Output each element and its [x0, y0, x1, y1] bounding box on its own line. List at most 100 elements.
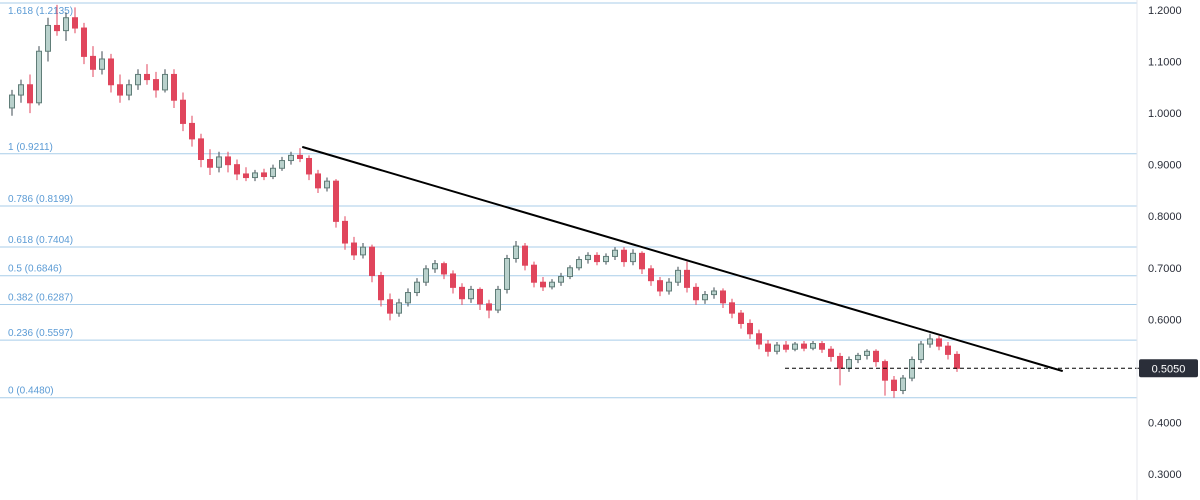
candle-body-up: [396, 302, 402, 314]
price-axis-tick-label: 1.0000: [1148, 108, 1182, 120]
candle-body-up: [855, 354, 861, 361]
candle-body-down: [72, 17, 78, 29]
candle-body-up: [576, 259, 582, 269]
candle-body-down: [936, 338, 942, 347]
candle-body-up: [99, 58, 105, 70]
candle-body-down: [225, 156, 231, 166]
current-price-badge-label: 0.5050: [1152, 363, 1186, 375]
fib-level-label: 0.786 (0.8199): [8, 194, 73, 205]
candle-body-down: [108, 58, 114, 86]
fib-level-label: 0.382 (0.6287): [8, 293, 73, 304]
price-axis-tick-label: 1.1000: [1148, 57, 1182, 69]
candle-body-up: [36, 50, 42, 104]
candle-body-down: [153, 79, 159, 91]
candle-body-down: [648, 268, 654, 282]
candle-body-down: [297, 154, 303, 159]
candle-body-down: [639, 252, 645, 270]
candle-body-up: [900, 377, 906, 391]
candle-body-up: [279, 160, 285, 169]
candle-body-down: [828, 348, 834, 357]
candle-body-down: [657, 280, 663, 292]
candle-body-down: [720, 290, 726, 304]
candle-body-down: [756, 333, 762, 345]
candle-body-down: [387, 299, 393, 314]
candle-body-up: [126, 84, 132, 96]
fib-level-label: 0 (0.4480): [8, 386, 54, 397]
candle-body-up: [864, 350, 870, 356]
candle-body-up: [666, 281, 672, 292]
candle-body-down: [837, 355, 843, 369]
candle-body-up: [216, 156, 222, 168]
candle-body-down: [315, 173, 321, 189]
candle-body-up: [630, 252, 636, 263]
candle-body-down: [693, 286, 699, 301]
candle-body-up: [495, 288, 501, 311]
candle-body-up: [360, 246, 366, 256]
candle-body-up: [135, 73, 141, 86]
candle-body-down: [621, 249, 627, 263]
candle-body-down: [369, 246, 375, 277]
fib-level-label: 0.236 (0.5597): [8, 328, 73, 339]
price-axis-tick-label: 0.4000: [1148, 417, 1182, 429]
candle-body-down: [171, 73, 177, 101]
candle-body-up: [252, 172, 258, 179]
candle-body-up: [675, 269, 681, 283]
price-axis-tick-label: 0.6000: [1148, 314, 1182, 326]
candle-body-up: [405, 292, 411, 304]
candle-body-down: [594, 254, 600, 263]
candle-body-down: [243, 173, 249, 179]
candle-body-up: [423, 268, 429, 283]
candle-body-down: [945, 345, 951, 355]
candle-body-down: [306, 157, 312, 175]
candle-body-down: [540, 281, 546, 288]
candle-body-up: [414, 281, 420, 294]
candle-body-up: [9, 94, 15, 109]
candle-body-down: [765, 343, 771, 352]
price-axis-tick-label: 0.7000: [1148, 263, 1182, 275]
candle-body-down: [450, 273, 456, 288]
candle-body-down: [27, 84, 33, 104]
candle-body-down: [342, 220, 348, 244]
candle-body-up: [63, 17, 69, 32]
candle-body-up: [270, 167, 276, 178]
candle-body-down: [522, 245, 528, 266]
candle-body-up: [468, 288, 474, 300]
candle-body-up: [810, 343, 816, 349]
candle-body-down: [954, 353, 960, 369]
candle-body-down: [117, 84, 123, 96]
candle-body-down: [486, 303, 492, 311]
fib-level-label: 0.618 (0.7404): [8, 235, 73, 246]
candle-body-up: [162, 73, 168, 91]
candle-body-down: [90, 55, 96, 70]
candle-body-up: [45, 24, 51, 52]
candle-body-up: [432, 263, 438, 270]
candle-body-up: [504, 257, 510, 290]
price-axis-tick-label: 0.9000: [1148, 160, 1182, 172]
candle-body-down: [441, 263, 447, 275]
candle-body-down: [144, 73, 150, 81]
candle-body-down: [882, 361, 888, 381]
candle-body-down: [234, 164, 240, 175]
fib-level-label: 1.618 (1.2135): [8, 6, 73, 17]
candle-body-up: [774, 344, 780, 352]
candle-body-up: [585, 254, 591, 261]
candle-body-up: [549, 281, 555, 288]
candle-body-down: [531, 264, 537, 283]
candle-body-up: [612, 249, 618, 257]
current-price-badge: [1139, 359, 1198, 378]
candle-body-down: [873, 350, 879, 363]
candle-body-down: [747, 322, 753, 335]
trendline[interactable]: [302, 146, 1063, 372]
candle-body-down: [729, 302, 735, 314]
candle-body-down: [738, 312, 744, 324]
candle-body-up: [846, 359, 852, 369]
candle-body-down: [801, 343, 807, 349]
candle-body-up: [288, 154, 294, 162]
candle-body-down: [180, 99, 186, 124]
candle-body-down: [783, 344, 789, 350]
candle-body-up: [603, 255, 609, 263]
candle-body-up: [324, 180, 330, 189]
candle-body-down: [351, 242, 357, 256]
